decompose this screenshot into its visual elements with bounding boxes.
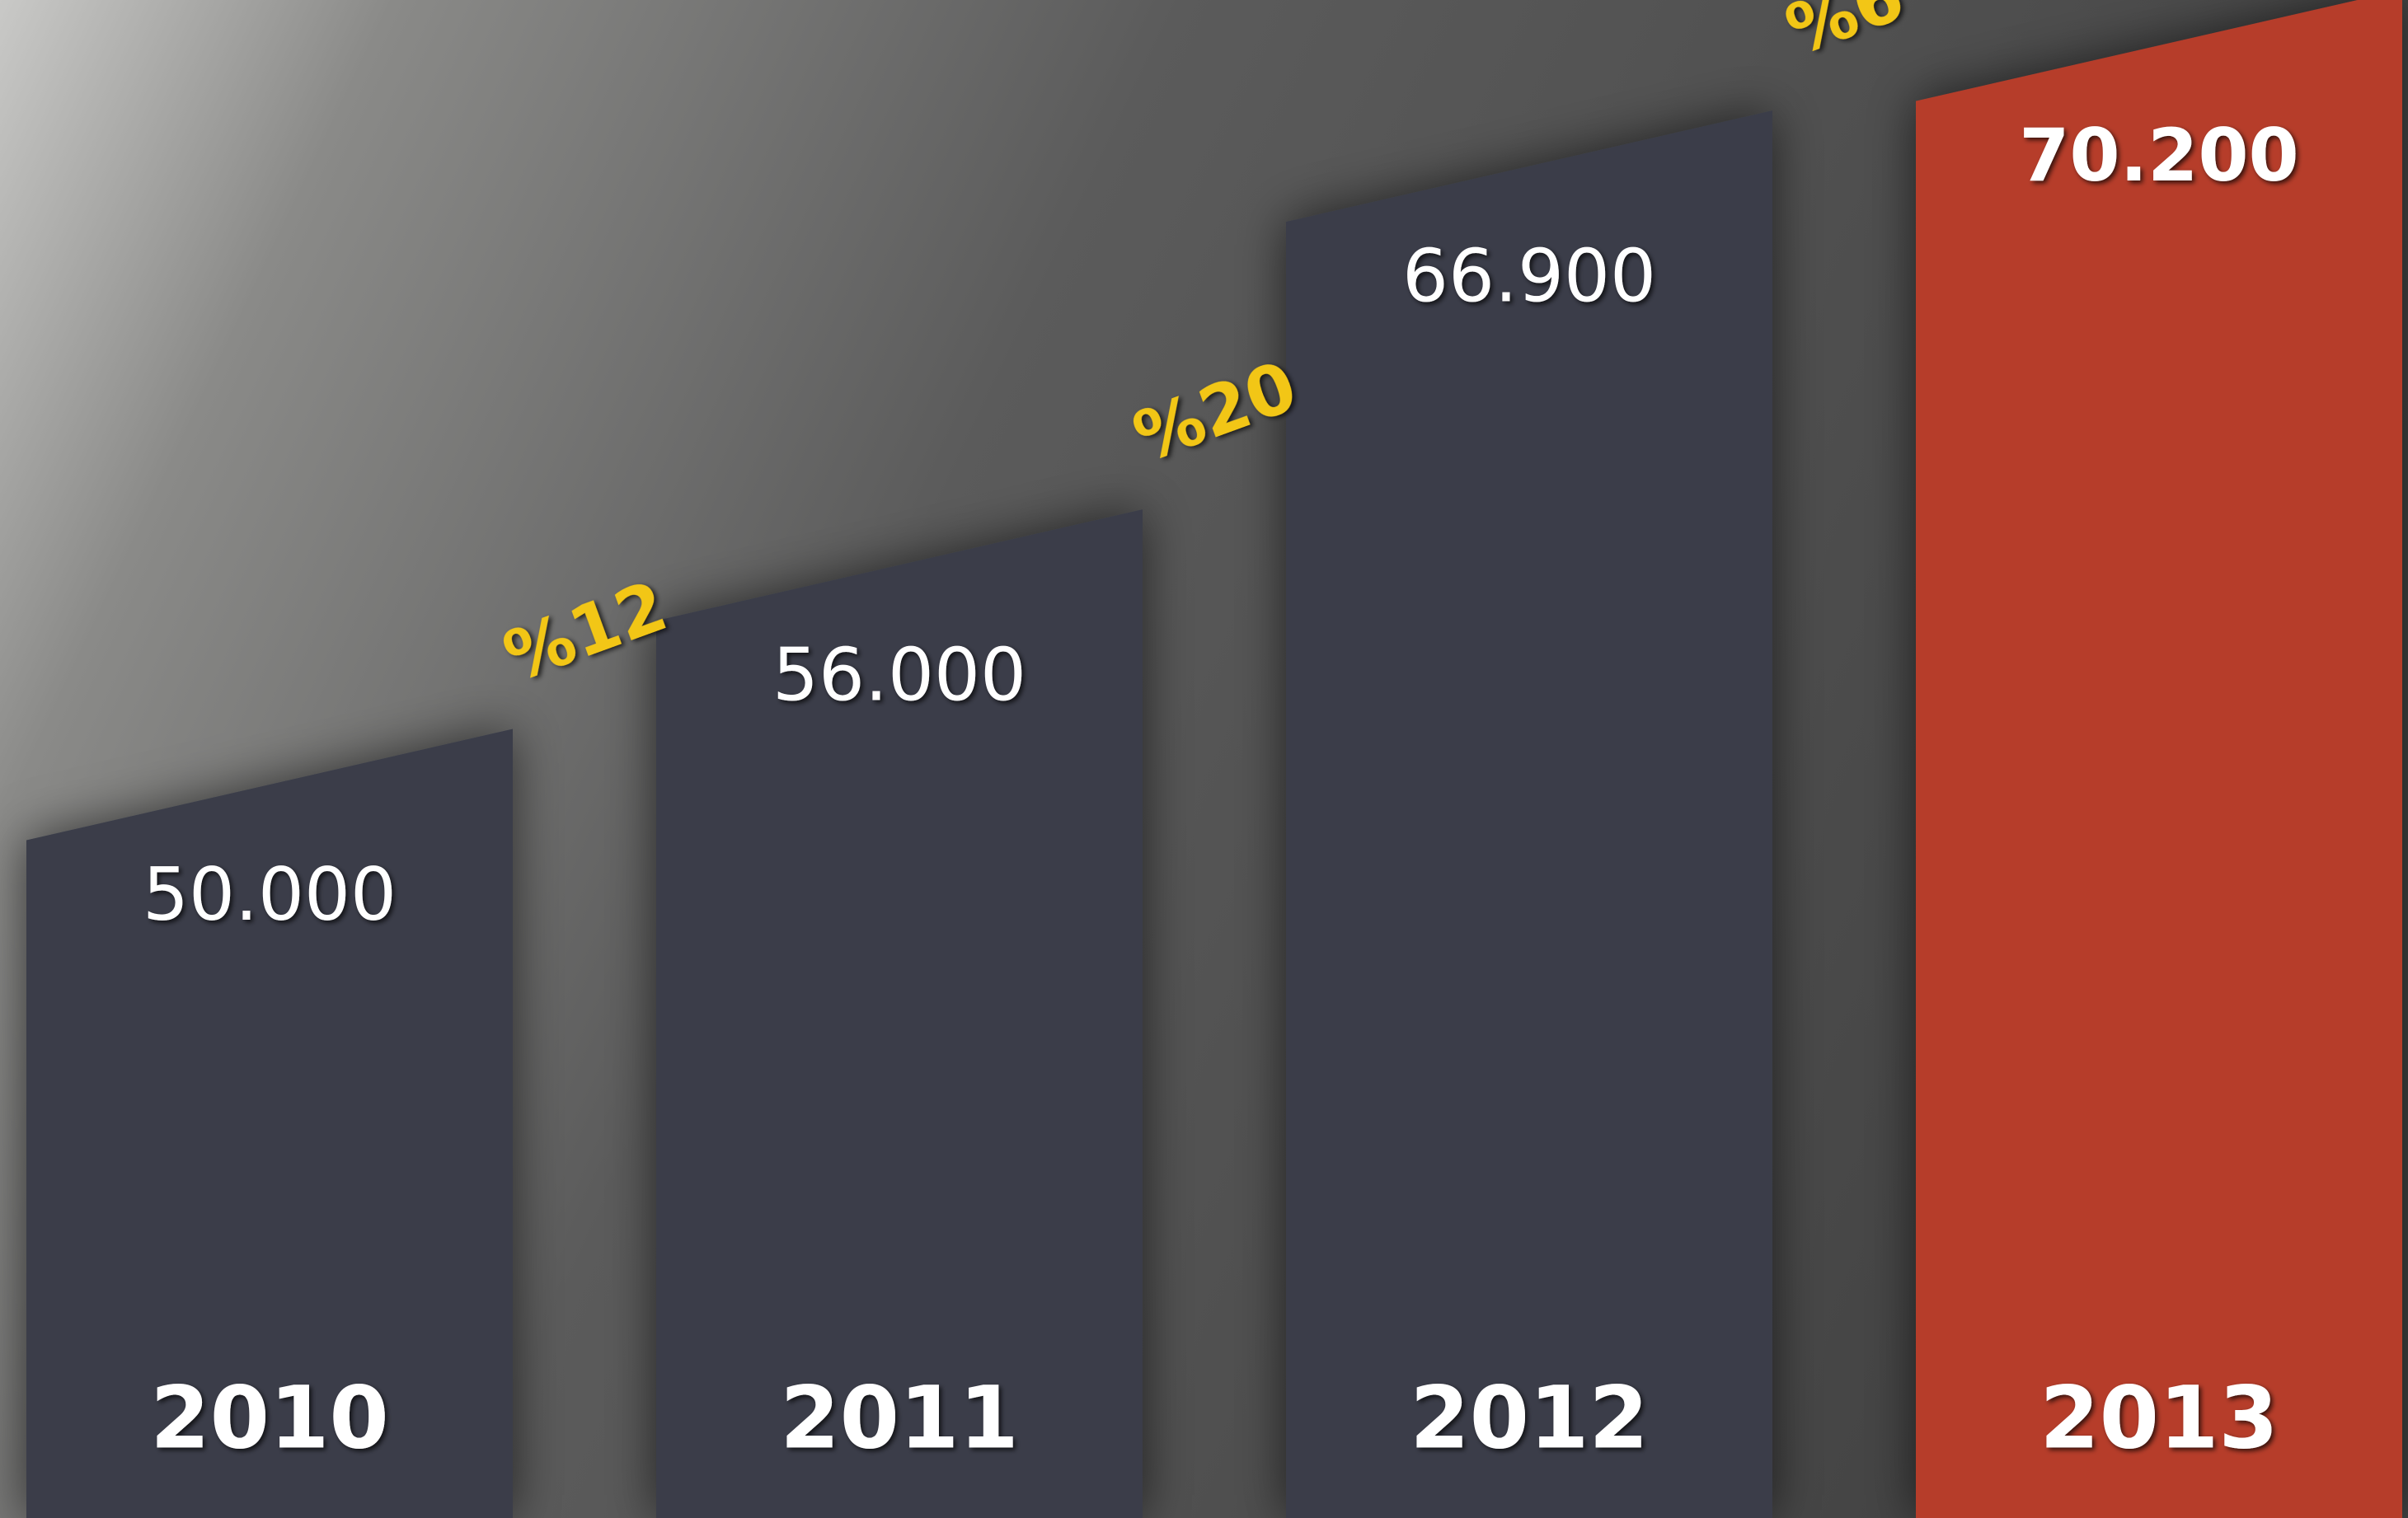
value-label: 56.000 (772, 633, 1026, 718)
x-tick-label: 2011 (780, 1367, 1018, 1468)
value-label: 50.000 (143, 852, 397, 937)
bar (26, 729, 513, 1518)
bar (656, 509, 1143, 1518)
value-label: 66.900 (1402, 234, 1656, 319)
bars (26, 0, 2402, 1518)
x-tick-label: 2010 (150, 1367, 388, 1468)
bar (1916, 0, 2402, 1518)
x-tick-label: 2012 (1410, 1367, 1648, 1468)
x-tick-label: 2013 (2040, 1367, 2278, 1468)
bar (1286, 110, 1772, 1518)
value-label: 70.200 (2019, 113, 2299, 198)
